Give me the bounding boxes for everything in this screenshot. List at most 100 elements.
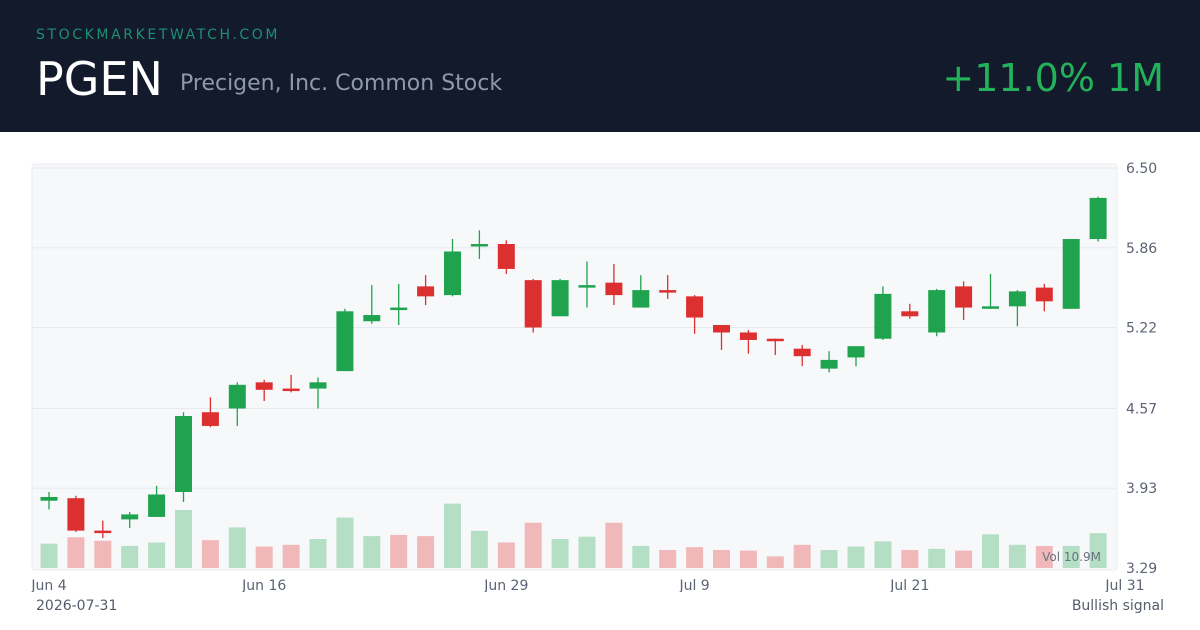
candle xyxy=(228,382,246,426)
candle-body xyxy=(874,293,892,339)
candle-body xyxy=(955,286,973,308)
candle xyxy=(659,275,677,299)
candle-body xyxy=(982,306,999,309)
candle xyxy=(390,283,408,326)
candle xyxy=(175,412,192,502)
volume-bar xyxy=(228,527,246,568)
candle xyxy=(524,278,542,333)
candle xyxy=(605,263,623,306)
volume-bar xyxy=(1008,544,1026,568)
candle-body xyxy=(739,332,757,340)
ticker-symbol: PGEN xyxy=(36,52,163,106)
y-tick-label: 5.86 xyxy=(1126,241,1157,257)
volume-bar xyxy=(578,536,596,568)
candle-body xyxy=(40,496,58,501)
volume-bar xyxy=(444,503,461,568)
candle-body xyxy=(928,290,946,333)
volume-bar xyxy=(955,550,973,568)
volume-bar xyxy=(497,542,515,568)
volume-bar xyxy=(686,547,704,568)
candle-body xyxy=(1008,291,1026,307)
candle-body xyxy=(309,382,327,389)
candle xyxy=(847,346,865,367)
candle xyxy=(1035,283,1053,312)
y-tick-label: 5.22 xyxy=(1126,321,1157,337)
volume-bar xyxy=(524,522,542,568)
x-tick-label: Jun 16 xyxy=(241,578,286,592)
candle xyxy=(309,377,327,409)
candle-body xyxy=(228,384,246,409)
volume-bar xyxy=(982,534,999,568)
candle-body xyxy=(901,311,919,317)
candle xyxy=(551,278,569,317)
candle-body xyxy=(686,296,704,318)
volume-bar xyxy=(121,545,139,568)
x-tick-label: Jul 9 xyxy=(678,578,709,592)
candle xyxy=(444,239,461,297)
candle-body xyxy=(713,325,730,333)
candle-body xyxy=(121,514,139,520)
volume-bar xyxy=(1089,533,1107,568)
y-tick-label: 3.29 xyxy=(1126,561,1157,577)
volume-bar xyxy=(739,550,757,568)
candle xyxy=(255,379,273,402)
candle xyxy=(928,288,946,337)
candle-body xyxy=(793,348,811,357)
candle-body xyxy=(551,280,569,317)
volume-bar xyxy=(390,534,408,568)
volume-bar xyxy=(255,546,273,568)
candle xyxy=(417,275,435,306)
volume-bar xyxy=(901,550,919,568)
candle-body xyxy=(444,251,461,296)
volume-bar xyxy=(928,548,946,568)
candle xyxy=(67,495,85,532)
candle xyxy=(713,325,730,350)
candle xyxy=(766,338,784,355)
candle xyxy=(121,511,139,529)
volume-bar xyxy=(470,530,488,568)
candle xyxy=(1008,290,1026,327)
candle xyxy=(1062,239,1080,309)
candle-body xyxy=(766,338,784,342)
candle-body xyxy=(659,290,677,293)
site-name[interactable]: STOCKMARKETWATCH.COM xyxy=(36,27,281,43)
volume-bar xyxy=(1062,545,1080,568)
volume-bar xyxy=(605,522,623,568)
candle xyxy=(874,286,892,340)
x-tick-label: Jun 4 xyxy=(30,578,66,592)
x-tick-label: Jun 29 xyxy=(483,578,528,592)
volume-bar xyxy=(282,544,300,568)
plot-area xyxy=(31,163,1118,571)
volume-bar xyxy=(793,544,811,568)
candle-body xyxy=(470,244,488,247)
candle xyxy=(820,351,838,373)
volume-bar xyxy=(40,543,58,568)
candle-body xyxy=(1035,287,1053,302)
volume-bar xyxy=(309,539,327,568)
y-tick-label: 3.93 xyxy=(1126,481,1157,497)
volume-bar xyxy=(175,510,192,568)
candle-body xyxy=(524,280,542,328)
candle-body xyxy=(94,530,112,534)
candle xyxy=(578,261,596,308)
volume-bar xyxy=(1035,545,1053,568)
volume-bar xyxy=(148,542,166,568)
candle-body xyxy=(67,498,85,531)
candle-body xyxy=(578,285,596,288)
volume-bar xyxy=(632,545,650,568)
candle xyxy=(282,374,300,393)
candle xyxy=(739,329,757,354)
candle-body xyxy=(255,382,273,390)
candle xyxy=(40,491,58,510)
candle xyxy=(363,285,381,324)
candle-body xyxy=(497,244,515,269)
volume-bar xyxy=(201,540,219,568)
volume-bar xyxy=(847,546,865,568)
x-tick-label: Jul 21 xyxy=(889,578,929,592)
candle xyxy=(336,308,354,372)
candle xyxy=(470,230,488,259)
y-tick-label: 6.50 xyxy=(1126,161,1157,177)
candle-body xyxy=(336,311,354,372)
candle-body xyxy=(1062,239,1080,309)
y-tick-label: 4.57 xyxy=(1126,401,1157,417)
